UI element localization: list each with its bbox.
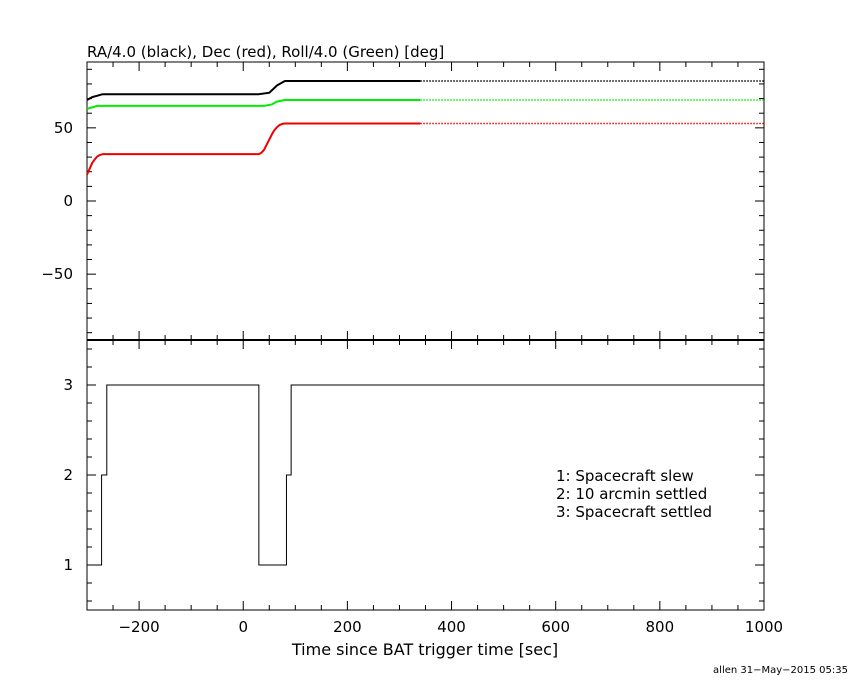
legend-entry-slew: 1: Spacecraft slew: [556, 467, 694, 485]
x-tick-label: 800: [646, 618, 675, 636]
x-tick-label: 600: [541, 618, 570, 636]
series-line-1: [86, 99, 421, 110]
top-panel-frame: [86, 61, 765, 341]
legend-entry-settled: 3: Spacecraft settled: [556, 503, 712, 521]
x-tick-label: −200: [118, 618, 159, 636]
top-panel-series: [86, 80, 764, 176]
series-line-2: [86, 122, 421, 176]
top-panel-title: RA/4.0 (black), Dec (red), Roll/4.0 (Gre…: [87, 43, 444, 61]
x-tick-label: 200: [333, 618, 362, 636]
y-tick-label: 3: [63, 376, 73, 394]
y-tick-label: 50: [54, 119, 73, 137]
bottom-panel-ticks: 1 2 3 −200 0 200 400 600 800 1000: [63, 340, 783, 636]
bottom-panel-series: [87, 384, 764, 566]
x-tick-label: 400: [437, 618, 466, 636]
state-step-line: [87, 384, 764, 566]
footer-credit: allen 31−May−2015 05:35: [713, 665, 848, 676]
y-tick-label: −50: [41, 265, 73, 283]
legend-entry-10-arcmin: 2: 10 arcmin settled: [556, 485, 707, 503]
x-axis-label: Time since BAT trigger time [sec]: [291, 640, 558, 659]
state-legend: 1: Spacecraft slew 2: 10 arcmin settled …: [556, 467, 712, 521]
series-line-0: [86, 80, 421, 101]
y-tick-label: 0: [63, 192, 73, 210]
x-tick-label: 0: [238, 618, 248, 636]
x-tick-label: 1000: [745, 618, 783, 636]
y-tick-label: 2: [63, 466, 73, 484]
y-tick-label: 1: [63, 556, 73, 574]
top-panel-ticks: −50 0 50: [41, 62, 765, 340]
